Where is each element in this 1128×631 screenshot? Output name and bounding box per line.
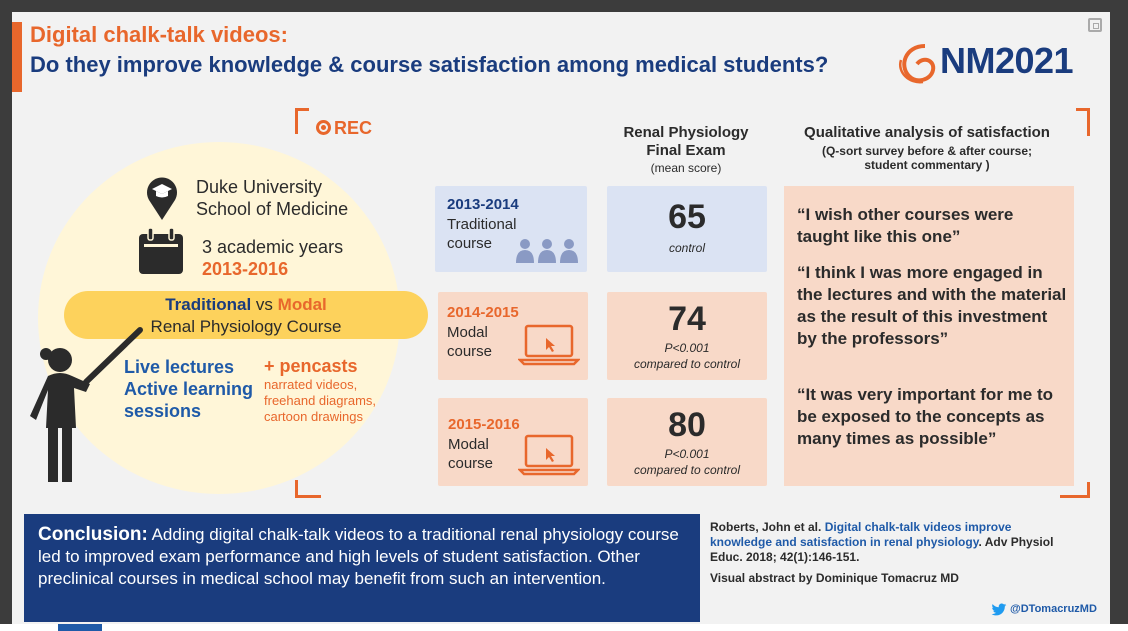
- course-year: 2014-2015: [447, 304, 519, 321]
- course-card: [438, 398, 588, 486]
- mean-score: 80: [668, 406, 706, 444]
- calendar-icon: [139, 227, 183, 274]
- modal-detail-item: narrated videos,: [264, 377, 358, 392]
- traditional-components: Live lectures Active learning sessions: [124, 356, 253, 422]
- course-type-line-2: course: [447, 343, 493, 360]
- bottom-strip: [0, 624, 1128, 631]
- student-quote: “I think I was more engaged in the lectu…: [797, 263, 1067, 348]
- exam-heading-line-1: Renal Physiology: [623, 124, 749, 141]
- academic-years: 3 academic years 2013-2016: [202, 236, 343, 280]
- title-line-1: Digital chalk-talk videos:: [30, 22, 288, 47]
- banner-modal: Modal: [277, 295, 327, 314]
- corner-bracket-top-right: [1076, 108, 1090, 136]
- conclusion-label: Conclusion:: [38, 524, 148, 545]
- title-accent-bar: [12, 22, 22, 92]
- score-note-line-2: compared to control: [633, 357, 741, 371]
- exam-column-heading: Renal Physiology Final Exam: [600, 124, 772, 160]
- modal-addition: + pencasts: [264, 356, 358, 376]
- student-quote: “It was very important for me to be expo…: [797, 385, 1053, 448]
- corner-bracket-bottom-left: [295, 480, 321, 498]
- score-card: [607, 398, 767, 486]
- course-type-line-2: course: [448, 455, 494, 472]
- citation: Roberts, John et al. Digital chalk-talk …: [710, 520, 1070, 565]
- qualitative-sub-line-1: (Q-sort survey before & after course;: [821, 144, 1033, 158]
- course-type: Traditional course: [447, 215, 516, 253]
- score-note: control: [607, 240, 767, 256]
- score-note: P<0.001 compared to control: [607, 340, 767, 372]
- mean-score: 65: [668, 198, 706, 236]
- traditional-item: sessions: [124, 401, 202, 421]
- corner-bracket-top-left: [295, 108, 309, 134]
- institution-name: Duke University School of Medicine: [196, 176, 348, 220]
- nm2021-swirl-logo-icon: [898, 44, 936, 84]
- twitter-bird-icon: [991, 603, 1007, 616]
- course-comparison-banner: [64, 291, 428, 339]
- exam-heading-line-2: Final Exam: [646, 142, 726, 159]
- nm2021-logo-text: NM2021: [940, 40, 1074, 81]
- modal-detail-item: freehand diagrams,: [264, 393, 377, 408]
- course-type-line-2: course: [447, 235, 493, 252]
- modal-details: narrated videos, freehand diagrams, cart…: [264, 377, 376, 425]
- qualitative-sub-line-2: student commentary ): [864, 158, 990, 172]
- twitter-handle[interactable]: @DTomacruzMD: [1010, 603, 1097, 615]
- course-year: 2015-2016: [448, 416, 520, 433]
- traditional-item: Live lectures: [124, 357, 235, 377]
- laptop-video-icon: [518, 434, 580, 476]
- score-card: [607, 292, 767, 380]
- institution-line-2: School of Medicine: [196, 199, 349, 219]
- visual-abstract-credit: Visual abstract by Dominique Tomacruz MD: [710, 571, 959, 585]
- course-type: Modal course: [448, 435, 493, 473]
- mean-score: 74: [668, 300, 706, 338]
- banner-line-2: Renal Physiology Course: [150, 317, 342, 336]
- years-label: 3 academic years: [202, 237, 344, 257]
- banner-vs: vs: [251, 295, 278, 314]
- course-card: [438, 292, 588, 380]
- rec-label: REC: [334, 118, 373, 138]
- banner-line-1: Traditional vs Modal: [64, 295, 428, 315]
- student-quote: “I wish other courses were taught like t…: [797, 205, 1014, 246]
- corner-bracket-bottom-right: [1060, 482, 1090, 498]
- course-type-line-1: Traditional: [447, 216, 517, 233]
- laptop-video-icon: [518, 324, 580, 366]
- qualitative-column-heading: Qualitative analysis of satisfaction: [804, 124, 1050, 141]
- score-note: P<0.001 compared to control: [607, 446, 767, 478]
- score-card: [607, 186, 767, 272]
- course-year: 2013-2014: [447, 196, 519, 213]
- citation-title: Digital chalk-talk videos improve knowle…: [710, 520, 1012, 549]
- teacher-with-pointer-icon: [30, 327, 143, 482]
- conclusion-panel: [24, 514, 700, 622]
- expand-icon[interactable]: [1088, 18, 1102, 32]
- score-note-line-1: control: [668, 241, 706, 255]
- record-dot-icon: [316, 120, 331, 135]
- score-note-line-1: P<0.001: [664, 341, 710, 355]
- traditional-item: Active learning: [124, 379, 254, 399]
- modal-detail-item: cartoon drawings: [264, 409, 363, 424]
- quotes-panel: [784, 186, 1074, 486]
- graduation-pin-icon: [147, 177, 177, 220]
- banner-traditional: Traditional: [165, 295, 252, 314]
- bottom-tab: [58, 624, 102, 631]
- course-type-line-1: Modal: [447, 324, 488, 341]
- course-type-line-1: Modal: [448, 436, 489, 453]
- course-type: Modal course: [447, 323, 492, 361]
- conclusion-text: Conclusion: Adding digital chalk-talk vi…: [38, 524, 698, 590]
- qualitative-column-subheading: (Q-sort survey before & after course; st…: [786, 144, 1068, 172]
- exam-column-subheading: (mean score): [650, 161, 722, 175]
- institution-line-1: Duke University: [196, 177, 323, 197]
- score-note-line-1: P<0.001: [664, 447, 710, 461]
- students-group-icon: [516, 239, 578, 263]
- years-range: 2013-2016: [202, 259, 289, 279]
- title-line-2: Do they improve knowledge & course satis…: [30, 52, 829, 77]
- score-note-line-2: compared to control: [633, 463, 741, 477]
- citation-journal: . Adv Physiol Educ. 2018; 42(1):146-151.: [710, 535, 1054, 564]
- citation-authors: Roberts, John et al.: [710, 520, 825, 534]
- conclusion-body: Adding digital chalk-talk videos to a tr…: [38, 525, 679, 588]
